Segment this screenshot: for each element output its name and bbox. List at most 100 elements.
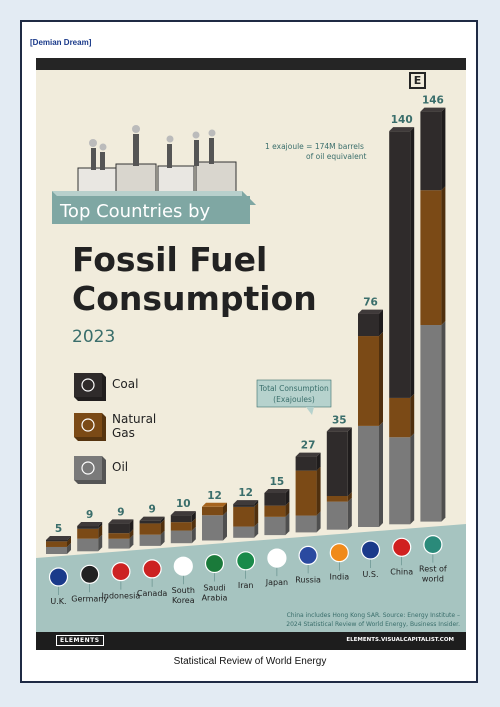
country-label: world xyxy=(422,575,444,584)
bar-segment-natural-gas xyxy=(326,496,348,502)
year: 2023 xyxy=(72,327,115,347)
country-label: Rest of xyxy=(419,565,447,574)
bar-segment-coal xyxy=(420,111,442,191)
country-label: Iran xyxy=(238,581,254,590)
bar-side xyxy=(191,526,196,544)
callout-line1: Total Consumption xyxy=(258,384,329,393)
oil-drop-icon xyxy=(74,456,102,480)
bar-side xyxy=(254,500,259,507)
bar-side xyxy=(285,501,290,517)
bar-segment-coal xyxy=(389,131,411,398)
bar-side xyxy=(285,488,290,506)
bar-segment-natural-gas xyxy=(233,506,255,527)
bar-segment-coal xyxy=(326,431,348,497)
bar-top xyxy=(389,127,415,132)
bar-segment-natural-gas xyxy=(46,541,67,547)
bar-side xyxy=(379,309,383,337)
poster-footer-bar xyxy=(36,632,466,650)
footer-brand[interactable]: ELEMENTS xyxy=(56,635,104,646)
bar-segment-oil xyxy=(170,530,192,544)
legend-label-0: Coal xyxy=(112,377,138,391)
bar-side xyxy=(441,321,446,522)
bar-segment-oil xyxy=(326,501,348,530)
country-label: Russia xyxy=(295,575,321,584)
bar-segment-oil xyxy=(77,538,99,552)
legend-label-2: Oil xyxy=(112,460,128,474)
bar-segment-oil xyxy=(202,515,223,541)
flame-icon xyxy=(74,413,102,437)
bar-top xyxy=(46,535,71,540)
bar-segment-natural-gas xyxy=(108,533,130,539)
flag-icon xyxy=(329,543,349,563)
flag-icon xyxy=(80,564,100,584)
flag-icon xyxy=(423,535,443,555)
bar-segment-coal xyxy=(358,313,379,337)
bar-side xyxy=(254,502,259,527)
country-label: Arabia xyxy=(202,594,228,603)
bar-side xyxy=(285,512,290,536)
bar-side xyxy=(191,511,196,523)
bar-3: 9 xyxy=(139,504,165,546)
legend-label-1: Natural xyxy=(112,412,156,426)
bar-side xyxy=(98,524,103,539)
bar-segment-oil xyxy=(358,425,379,527)
bar-segment-oil xyxy=(420,325,442,522)
bar-side xyxy=(129,519,134,534)
bar-side xyxy=(67,537,71,547)
coal-icon xyxy=(74,373,102,397)
chart-svg: Top Countries by Fossil Fuel Consumption… xyxy=(36,95,466,650)
bar-side xyxy=(254,522,259,538)
bar-segment-coal xyxy=(77,526,99,529)
bar-segment-coal xyxy=(170,515,192,523)
country-label: U.S. xyxy=(362,570,378,579)
bar-segment-natural-gas xyxy=(77,528,99,539)
bar-12: 146 xyxy=(420,95,446,522)
country-label: Germany xyxy=(71,594,108,603)
bar-top xyxy=(233,500,259,505)
bar-0: 5 xyxy=(46,523,71,554)
bar-segment-natural-gas xyxy=(420,190,442,326)
flag-icon xyxy=(392,537,412,557)
value-label: 27 xyxy=(301,440,316,452)
bar-top xyxy=(139,516,165,521)
bar-10: 76 xyxy=(358,297,383,527)
bar-side xyxy=(223,511,227,541)
bar-8: 27 xyxy=(295,440,321,533)
bar-side xyxy=(129,529,134,539)
country-label: India xyxy=(329,573,349,582)
bar-segment-coal xyxy=(295,456,317,471)
footer-url[interactable]: ELEMENTS.VISUALCAPITALIST.COM xyxy=(346,637,454,643)
header-link[interactable]: [Demian Dream] xyxy=(30,38,92,47)
bar-1: 9 xyxy=(77,509,103,552)
bar-side xyxy=(98,534,103,552)
value-label: 140 xyxy=(391,114,413,126)
bar-segment-coal xyxy=(264,492,286,506)
country-label: Korea xyxy=(172,596,195,605)
bar-side xyxy=(160,519,165,535)
flag-icon xyxy=(298,545,318,565)
bar-side xyxy=(316,511,321,533)
bar-side xyxy=(67,542,71,554)
country-label: U.K. xyxy=(50,597,66,606)
flag-icon xyxy=(204,553,225,574)
source-line2: 2024 Statistical Review of World Energy,… xyxy=(286,621,460,628)
bar-side xyxy=(160,530,165,546)
note-line1: 1 exajoule = 174M barrels xyxy=(265,142,364,151)
value-label: 10 xyxy=(176,498,191,510)
bar-segment-oil xyxy=(389,437,411,525)
bar-segment-coal xyxy=(108,523,130,534)
bar-side xyxy=(379,332,383,426)
bar-5: 12 xyxy=(202,490,227,541)
value-label: 9 xyxy=(86,509,93,521)
legend-item-0: Coal xyxy=(74,373,138,401)
bar-4: 10 xyxy=(170,498,196,544)
bar-segment-coal xyxy=(233,504,255,507)
bar-side xyxy=(410,393,415,438)
legend-label-1: Gas xyxy=(112,426,135,440)
bar-side xyxy=(347,427,352,497)
infographic-poster: Top Countries by Fossil Fuel Consumption… xyxy=(36,58,466,650)
callout-line2: (Exajoules) xyxy=(273,395,315,404)
